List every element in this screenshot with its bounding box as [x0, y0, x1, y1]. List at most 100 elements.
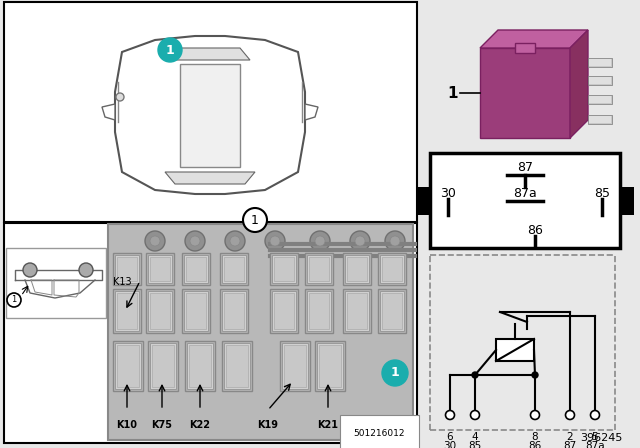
- Bar: [588, 115, 612, 124]
- Bar: [347, 293, 367, 329]
- Bar: [220, 289, 248, 333]
- Bar: [117, 257, 137, 281]
- Polygon shape: [165, 172, 255, 184]
- Bar: [4, 223, 417, 443]
- Bar: [274, 257, 294, 281]
- Text: K21: K21: [317, 420, 339, 430]
- Polygon shape: [570, 30, 588, 138]
- Bar: [382, 257, 402, 281]
- Bar: [280, 341, 310, 391]
- Circle shape: [7, 293, 21, 307]
- Text: 8: 8: [532, 432, 538, 442]
- Bar: [182, 289, 210, 333]
- Circle shape: [382, 360, 408, 386]
- Bar: [222, 341, 252, 391]
- Bar: [220, 253, 248, 285]
- Bar: [309, 293, 329, 329]
- Bar: [113, 341, 143, 391]
- Bar: [113, 253, 141, 285]
- Bar: [189, 345, 211, 387]
- Bar: [224, 293, 244, 329]
- Bar: [117, 345, 139, 387]
- Text: 85: 85: [594, 186, 610, 199]
- Circle shape: [385, 231, 405, 251]
- Bar: [347, 257, 367, 281]
- Text: 85: 85: [468, 441, 482, 448]
- Text: 1: 1: [448, 86, 458, 100]
- Bar: [382, 293, 402, 329]
- Bar: [515, 43, 535, 53]
- Bar: [222, 255, 246, 283]
- Text: 4: 4: [472, 432, 478, 442]
- Bar: [148, 341, 178, 391]
- Circle shape: [472, 372, 478, 378]
- Bar: [148, 255, 172, 283]
- Bar: [496, 339, 534, 361]
- Bar: [589, 96, 611, 103]
- Bar: [315, 341, 345, 391]
- Bar: [226, 345, 248, 387]
- Polygon shape: [102, 104, 115, 120]
- Circle shape: [185, 231, 205, 251]
- Bar: [305, 289, 333, 333]
- Bar: [272, 291, 296, 331]
- Text: 1: 1: [251, 214, 259, 227]
- Circle shape: [150, 236, 160, 246]
- Text: K19: K19: [257, 420, 278, 430]
- Bar: [380, 291, 404, 331]
- Text: 5: 5: [592, 432, 598, 442]
- Text: 30: 30: [440, 186, 456, 199]
- Bar: [270, 289, 298, 333]
- Circle shape: [23, 263, 37, 277]
- Text: 87: 87: [517, 160, 533, 173]
- Circle shape: [355, 236, 365, 246]
- Bar: [430, 153, 620, 248]
- Bar: [117, 293, 137, 329]
- Bar: [305, 253, 333, 285]
- Circle shape: [310, 231, 330, 251]
- Bar: [343, 253, 371, 285]
- Bar: [182, 253, 210, 285]
- Bar: [588, 95, 612, 104]
- Text: 1: 1: [390, 366, 399, 379]
- Bar: [319, 345, 341, 387]
- Bar: [186, 293, 206, 329]
- Bar: [186, 257, 206, 281]
- Bar: [187, 343, 213, 389]
- Circle shape: [532, 372, 538, 378]
- Circle shape: [390, 236, 400, 246]
- Bar: [224, 257, 244, 281]
- Bar: [620, 187, 634, 215]
- Bar: [148, 291, 172, 331]
- Bar: [589, 77, 611, 84]
- Text: K22: K22: [189, 420, 211, 430]
- Circle shape: [350, 231, 370, 251]
- Circle shape: [190, 236, 200, 246]
- Bar: [345, 291, 369, 331]
- Text: 30: 30: [444, 441, 456, 448]
- Bar: [115, 343, 141, 389]
- Bar: [378, 253, 406, 285]
- Polygon shape: [115, 36, 305, 194]
- Bar: [222, 291, 246, 331]
- Circle shape: [265, 231, 285, 251]
- Bar: [380, 255, 404, 283]
- Circle shape: [591, 410, 600, 419]
- Bar: [416, 187, 430, 215]
- Bar: [6, 248, 106, 318]
- Circle shape: [270, 236, 280, 246]
- Circle shape: [116, 93, 124, 101]
- Bar: [115, 291, 139, 331]
- Bar: [480, 48, 570, 138]
- Bar: [113, 289, 141, 333]
- Bar: [185, 341, 215, 391]
- Text: 1: 1: [166, 43, 174, 56]
- Bar: [317, 343, 343, 389]
- Circle shape: [445, 410, 454, 419]
- Bar: [378, 289, 406, 333]
- Bar: [588, 76, 612, 85]
- Bar: [150, 257, 170, 281]
- Bar: [307, 291, 331, 331]
- Circle shape: [79, 263, 93, 277]
- Bar: [115, 255, 139, 283]
